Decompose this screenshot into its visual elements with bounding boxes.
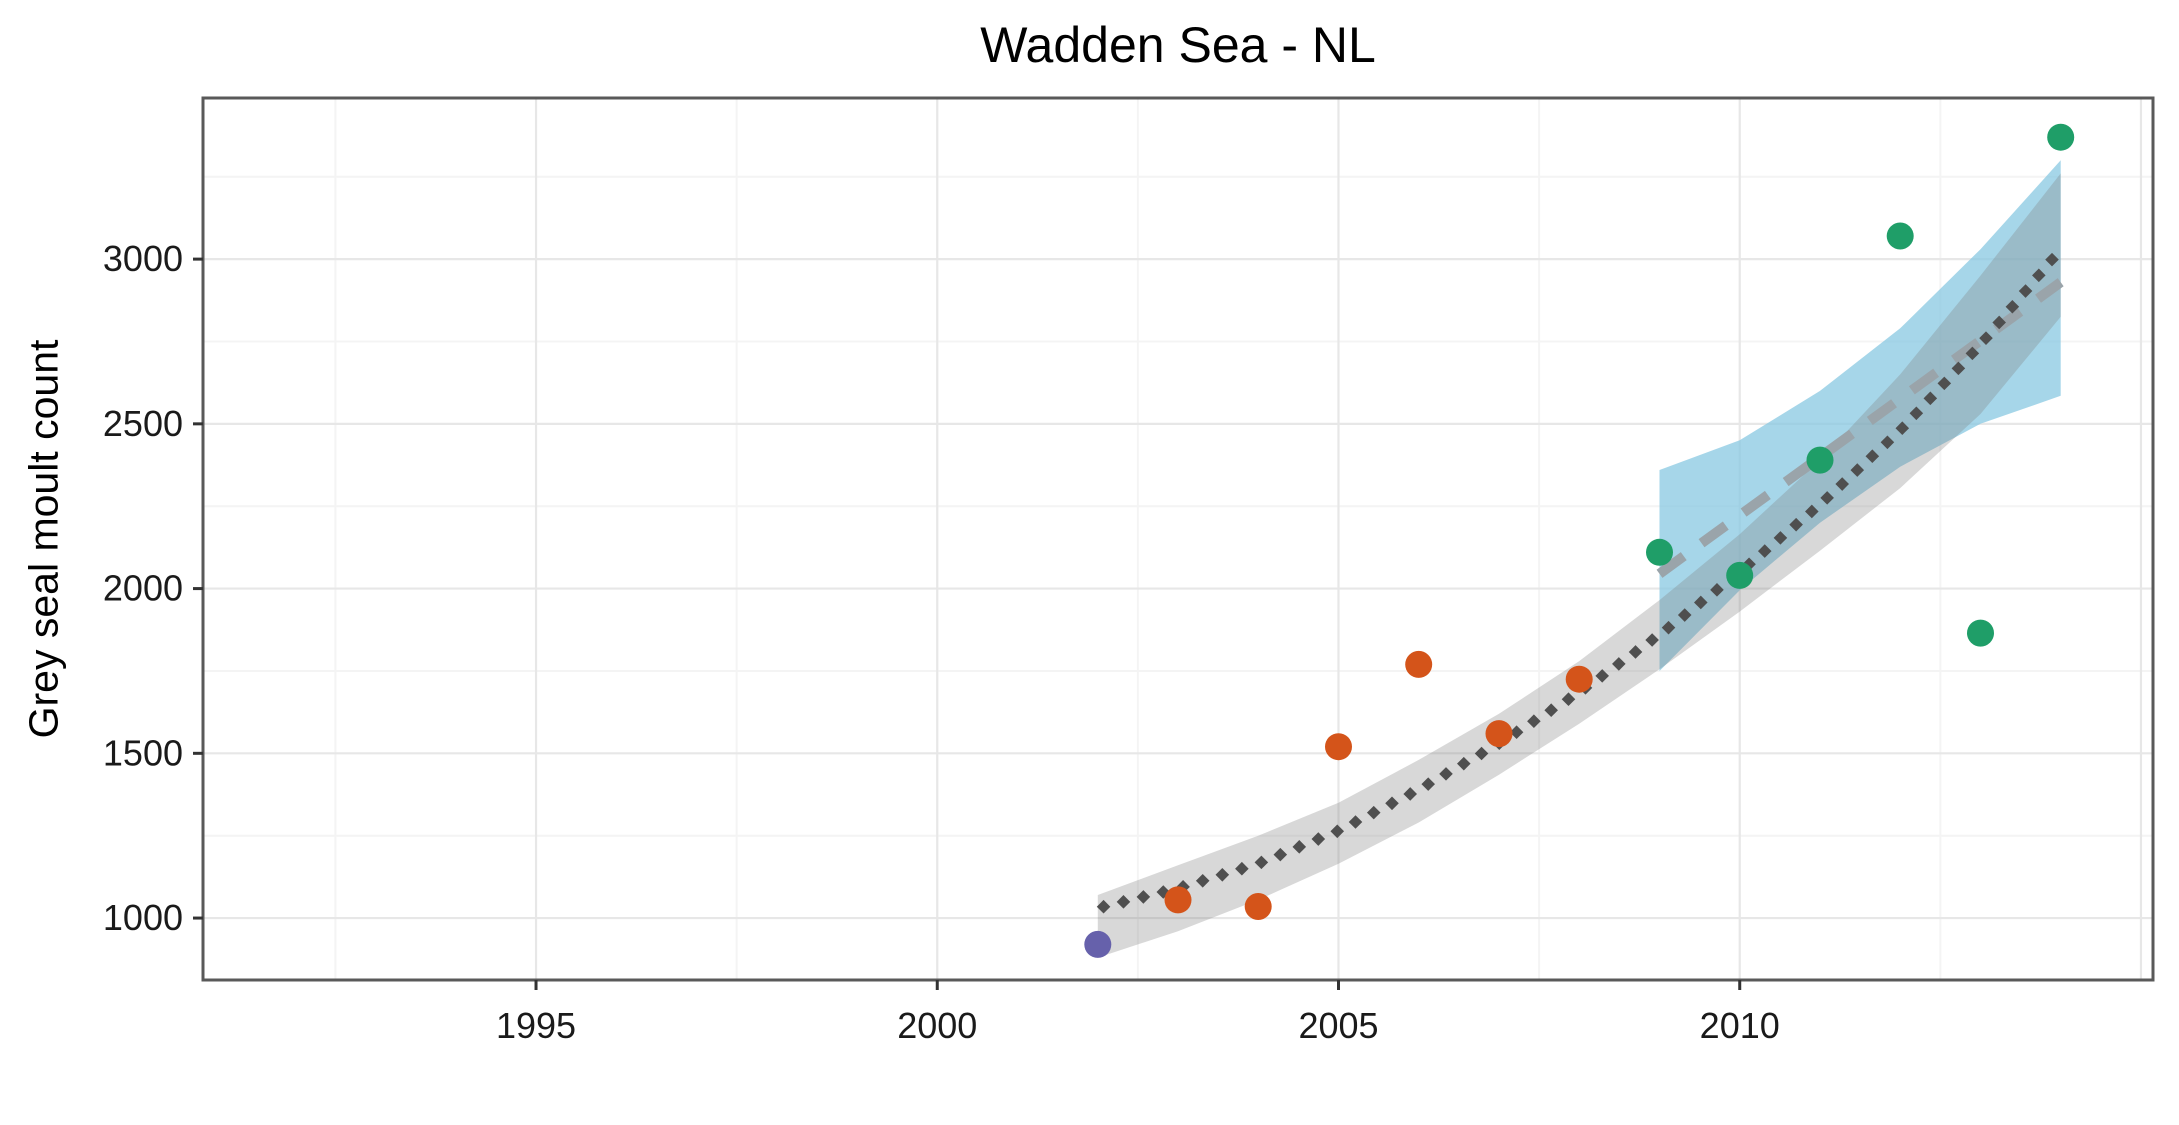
data-point [1244, 893, 1272, 920]
data-point [1886, 222, 1914, 250]
trend-dot [1757, 544, 1772, 558]
data-point [1565, 665, 1593, 693]
trend-dot [1909, 406, 1924, 421]
trend-dot [1544, 703, 1558, 717]
trend-dot [2005, 299, 2020, 314]
data-point [1405, 650, 1433, 678]
axes: 1000 1500 2000 2500 3000 1995 2000 2005 2010 [103, 238, 1780, 1046]
panel-border [201, 96, 2155, 982]
trend-dot [1710, 583, 1724, 597]
x-tick-label: 2000 [897, 1005, 977, 1046]
trend-dot [1254, 855, 1269, 870]
x-tick-label: 2010 [1700, 1005, 1780, 1046]
overall-trend-ribbon [1097, 173, 2061, 958]
y-tick-label: 2000 [103, 568, 183, 609]
trend-dot [1421, 777, 1436, 791]
data-point [1164, 886, 1192, 914]
x-tick-label: 2005 [1298, 1005, 1378, 1046]
trend-dot [1292, 840, 1307, 854]
trend-dot [1509, 725, 1524, 740]
data-point [1485, 720, 1513, 748]
chart-title: Wadden Sea - NL [980, 17, 1376, 73]
trend-dot [1474, 746, 1489, 761]
trend-dot [1561, 692, 1576, 706]
trend-dot [1311, 832, 1326, 846]
data-point [1967, 619, 1994, 647]
trend-dot [1215, 867, 1230, 882]
trend-dot [1880, 435, 1895, 450]
trend-dot [1677, 608, 1692, 622]
series-counts-2003-2008 [1164, 650, 1593, 920]
trend-dot [1820, 491, 1834, 505]
y-tick-label: 1500 [103, 732, 183, 773]
y-tick-label: 2500 [103, 403, 183, 444]
gridlines [203, 98, 2153, 980]
x-tick-label: 1995 [496, 1005, 576, 1046]
series-counts-2009-2014 [1646, 123, 2075, 647]
data-point [1084, 930, 1112, 958]
recent-trend-ribbon [1659, 160, 2061, 672]
y-tick-label: 3000 [103, 238, 183, 279]
data-point [1726, 561, 1754, 589]
trend-dot [1136, 890, 1151, 904]
data-point [2047, 123, 2075, 151]
trend-dot [1865, 449, 1880, 464]
series-count-2002 [1084, 930, 1112, 958]
data-point [1806, 446, 1834, 474]
trend-dot [1773, 531, 1788, 545]
trend-dot [1694, 595, 1708, 610]
trend-dot [1096, 899, 1111, 914]
trend-dot [1403, 787, 1417, 801]
trend-dot [1116, 895, 1131, 909]
data-point [1646, 538, 1673, 566]
y-tick-label: 1000 [103, 897, 183, 938]
data-point [1325, 733, 1352, 761]
trend-dot [2032, 268, 2046, 283]
trend-dot [1965, 346, 1980, 361]
trend-dot [1789, 517, 1803, 532]
